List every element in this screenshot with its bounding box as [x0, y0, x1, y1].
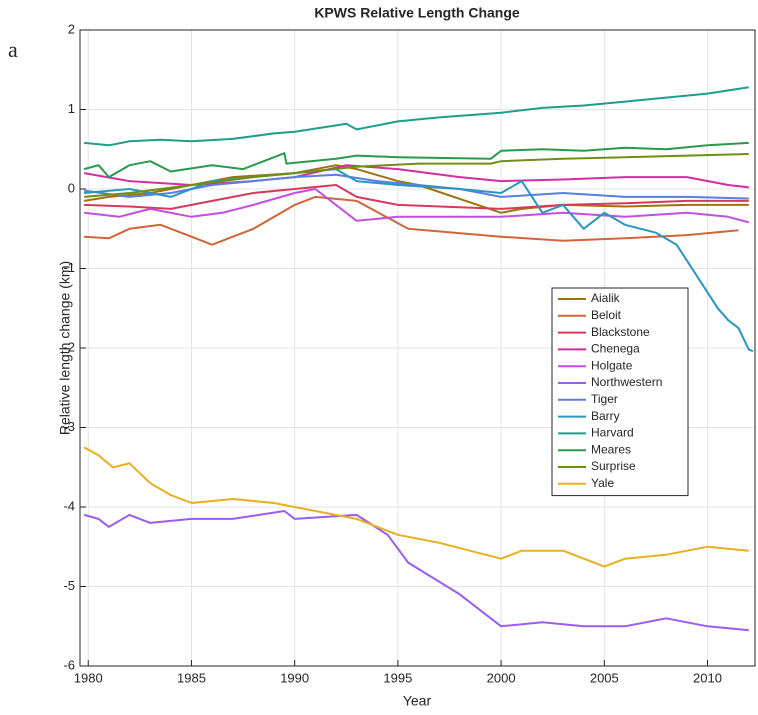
x-tick-label: 1990	[280, 670, 309, 685]
y-tick-label: -1	[63, 260, 75, 275]
y-tick-label: -6	[63, 657, 75, 672]
x-tick-label: 2010	[693, 670, 722, 685]
legend-label: Beloit	[591, 308, 622, 322]
x-tick-label: 2005	[590, 670, 619, 685]
legend-label: Meares	[591, 442, 631, 456]
x-axis-label: Year	[403, 693, 432, 709]
panel-label: a	[8, 37, 18, 62]
legend-label: Surprise	[591, 459, 636, 473]
legend-label: Holgate	[591, 358, 633, 372]
series-line	[83, 446, 749, 568]
series-line	[84, 184, 749, 210]
legend-label: Northwestern	[591, 375, 662, 389]
x-tick-label: 1995	[383, 670, 412, 685]
y-tick-label: 2	[68, 21, 75, 36]
legend-label: Harvard	[591, 426, 634, 440]
legend-label: Chenega	[591, 342, 640, 356]
legend-label: Barry	[591, 409, 620, 423]
y-tick-label: -2	[63, 339, 75, 354]
chart-title: KPWS Relative Length Change	[314, 5, 520, 21]
series-line	[84, 153, 749, 198]
legend-box	[551, 287, 689, 497]
series-line	[83, 510, 749, 632]
series-line	[83, 188, 750, 224]
y-tick-label: 1	[68, 101, 75, 116]
legend-label: Blackstone	[591, 325, 650, 339]
y-tick-label: -4	[63, 498, 75, 513]
series-line	[84, 86, 749, 147]
y-tick-label: 0	[68, 180, 75, 195]
legend-label: Yale	[591, 476, 614, 490]
series-line	[83, 164, 749, 214]
x-tick-label: 2000	[487, 670, 516, 685]
x-tick-label: 1985	[177, 670, 206, 685]
y-axis-label: Relative length change (km)	[57, 261, 73, 435]
plot-frame	[79, 29, 756, 667]
series-line	[84, 195, 739, 246]
series-line	[83, 141, 749, 179]
y-tick-label: -5	[63, 578, 75, 593]
legend-label: Aialik	[591, 291, 621, 305]
legend-label: Tiger	[591, 392, 618, 406]
series-line	[83, 173, 749, 200]
x-tick-label: 1980	[74, 670, 103, 685]
y-tick-label: -3	[63, 419, 75, 434]
